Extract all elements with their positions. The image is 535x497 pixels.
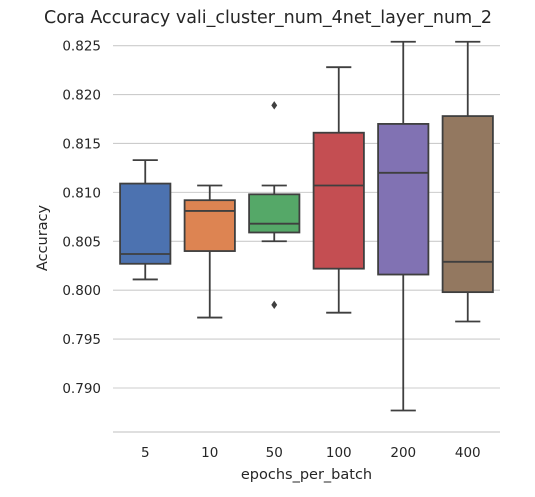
y-tick-label: 0.815: [62, 136, 101, 152]
x-tick-labels: 5 10 50 100 200 400: [141, 445, 481, 461]
x-tick-label: 400: [455, 445, 481, 461]
box-group-50: [248, 101, 301, 310]
outlier-marker: [271, 101, 278, 110]
y-tick-label: 0.800: [62, 283, 101, 299]
y-tick-label: 0.805: [62, 234, 101, 250]
y-tick-label: 0.820: [62, 88, 101, 104]
box-iqr: [248, 193, 301, 234]
y-tick-label: 0.825: [62, 39, 101, 55]
y-tick-label: 0.795: [62, 332, 101, 348]
box-iqr: [441, 115, 494, 294]
box-group-100: [312, 66, 365, 314]
box-iqr: [312, 131, 365, 270]
gridlines: [113, 45, 500, 389]
x-tick-label: 200: [390, 445, 416, 461]
y-tick-label: 0.810: [62, 185, 101, 201]
box-group-400: [441, 40, 494, 323]
y-tick-label: 0.790: [62, 381, 101, 397]
box-iqr: [377, 123, 430, 276]
y-tick-labels: 0.790 0.795 0.800 0.805 0.810 0.815 0.820 0.825: [62, 39, 101, 397]
x-tick-label: 5: [141, 445, 150, 461]
box-iqr: [119, 182, 172, 265]
box-group-10: [183, 184, 236, 319]
x-axis-label: epochs_per_batch: [241, 467, 372, 483]
box-iqr: [183, 199, 236, 252]
x-tick-label: 50: [266, 445, 283, 461]
outlier-marker: [271, 300, 278, 310]
box-group-200: [377, 40, 430, 412]
x-tick-label: 100: [326, 445, 352, 461]
boxes: [119, 40, 494, 412]
box-group-5: [119, 159, 172, 281]
y-axis-label: Accuracy: [35, 204, 51, 271]
chart-title: Cora Accuracy vali_cluster_num_4net_laye…: [44, 8, 492, 28]
x-tick-label: 10: [201, 445, 218, 461]
